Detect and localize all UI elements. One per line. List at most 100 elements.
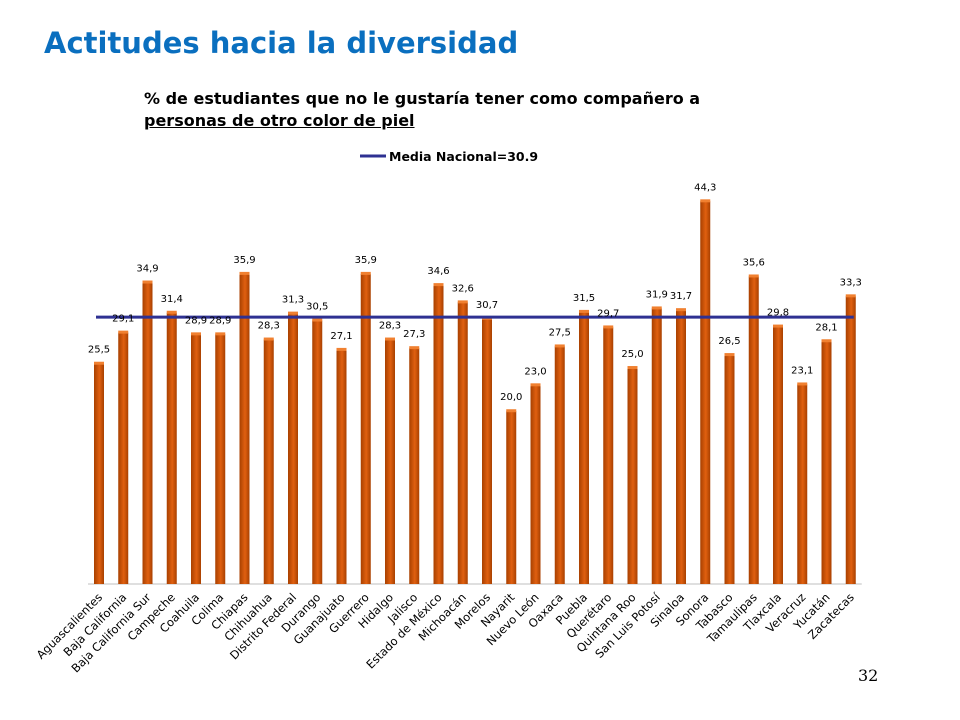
data-label: 30,7 xyxy=(476,300,498,311)
bar-top xyxy=(215,332,226,336)
data-label: 25,0 xyxy=(621,349,643,360)
chart-legend: Media Nacional=30.9 xyxy=(360,149,538,164)
data-label: 20,0 xyxy=(500,392,522,403)
data-label: 31,3 xyxy=(282,295,304,306)
bar-top xyxy=(142,280,153,284)
bar-top xyxy=(312,318,323,322)
bar-top xyxy=(239,271,250,275)
bar xyxy=(263,339,274,584)
data-label: 26,5 xyxy=(718,336,740,347)
bar-top xyxy=(506,409,517,413)
bar xyxy=(409,348,420,584)
data-label: 32,6 xyxy=(452,283,474,294)
bar xyxy=(506,411,517,584)
bar-top xyxy=(118,330,129,334)
data-label: 31,7 xyxy=(670,291,692,302)
bar-top xyxy=(773,324,783,328)
bar xyxy=(821,341,832,584)
data-label: 29,1 xyxy=(112,314,134,325)
data-label: 33,3 xyxy=(840,277,862,288)
data-label: 23,0 xyxy=(524,366,546,377)
subtitle-line-1: % de estudiantes que no le gustaría tene… xyxy=(144,89,701,108)
bar xyxy=(748,276,759,584)
bar xyxy=(142,282,153,584)
chart-subtitle: % de estudiantes que no le gustaría tene… xyxy=(144,88,844,132)
legend-label: Media Nacional=30.9 xyxy=(389,149,538,164)
bar xyxy=(554,346,565,584)
bar-top xyxy=(845,294,856,298)
bar xyxy=(118,332,129,584)
data-label: 35,9 xyxy=(355,255,377,266)
bar xyxy=(385,339,395,584)
bar xyxy=(336,349,347,584)
bar-top xyxy=(263,337,274,341)
bar-top xyxy=(191,332,201,336)
bar-top xyxy=(94,361,104,365)
data-label: 28,9 xyxy=(209,315,231,326)
data-label: 28,3 xyxy=(258,321,280,332)
bar-top xyxy=(700,199,711,203)
bar-top xyxy=(797,382,808,386)
page-number: 32 xyxy=(858,666,879,685)
bar xyxy=(94,363,104,584)
bar xyxy=(724,355,735,584)
bar xyxy=(191,334,201,584)
bar xyxy=(797,384,808,584)
data-label: 27,3 xyxy=(403,329,425,340)
bar-top xyxy=(433,283,444,287)
bar xyxy=(627,368,638,584)
data-label: 31,4 xyxy=(161,294,183,305)
bar xyxy=(215,334,226,584)
bar xyxy=(845,296,856,584)
bar-top xyxy=(360,271,371,275)
data-label: 35,9 xyxy=(233,255,255,266)
bar-top xyxy=(603,325,614,329)
data-label: 31,9 xyxy=(646,289,668,300)
bar-top xyxy=(724,353,735,357)
data-label: 34,9 xyxy=(136,264,158,275)
data-label: 27,5 xyxy=(549,327,571,338)
bar-top xyxy=(457,300,468,304)
data-label: 28,1 xyxy=(815,322,837,333)
bar-top xyxy=(676,308,686,312)
data-label: 35,6 xyxy=(743,257,765,268)
bar-top xyxy=(579,309,589,313)
bar xyxy=(482,318,492,584)
data-label: 25,5 xyxy=(88,345,110,356)
bar xyxy=(651,308,662,584)
bar-top xyxy=(166,310,177,314)
bar xyxy=(360,273,371,584)
bar xyxy=(603,327,614,584)
bar-top xyxy=(288,311,298,315)
bar xyxy=(288,313,298,584)
page-title: Actitudes hacia la diversidad xyxy=(44,26,519,60)
bar-top xyxy=(385,337,395,341)
data-label: 34,6 xyxy=(427,266,449,277)
bar xyxy=(433,285,444,584)
bar xyxy=(773,326,783,584)
data-label: 30,5 xyxy=(306,302,328,313)
bar xyxy=(530,385,541,584)
bar xyxy=(579,311,589,584)
bar xyxy=(312,320,323,584)
bar-top xyxy=(409,346,420,350)
bar xyxy=(700,201,711,584)
bar-top xyxy=(748,274,759,278)
subtitle-line-2: personas de otro color de piel xyxy=(144,111,415,130)
bar xyxy=(166,312,177,584)
bar-top xyxy=(627,366,638,370)
data-label: 28,3 xyxy=(379,321,401,332)
bar-top xyxy=(336,347,347,351)
data-label: 29,7 xyxy=(597,308,619,319)
data-label: 23,1 xyxy=(791,365,813,376)
data-label: 44,3 xyxy=(694,182,716,193)
data-label: 27,1 xyxy=(330,331,352,342)
data-label: 31,5 xyxy=(573,293,595,304)
bar xyxy=(676,310,686,584)
data-label: 28,9 xyxy=(185,315,207,326)
bar-top xyxy=(821,339,832,343)
bar-top xyxy=(530,383,541,387)
bar-top xyxy=(651,306,662,310)
bar xyxy=(457,302,468,584)
